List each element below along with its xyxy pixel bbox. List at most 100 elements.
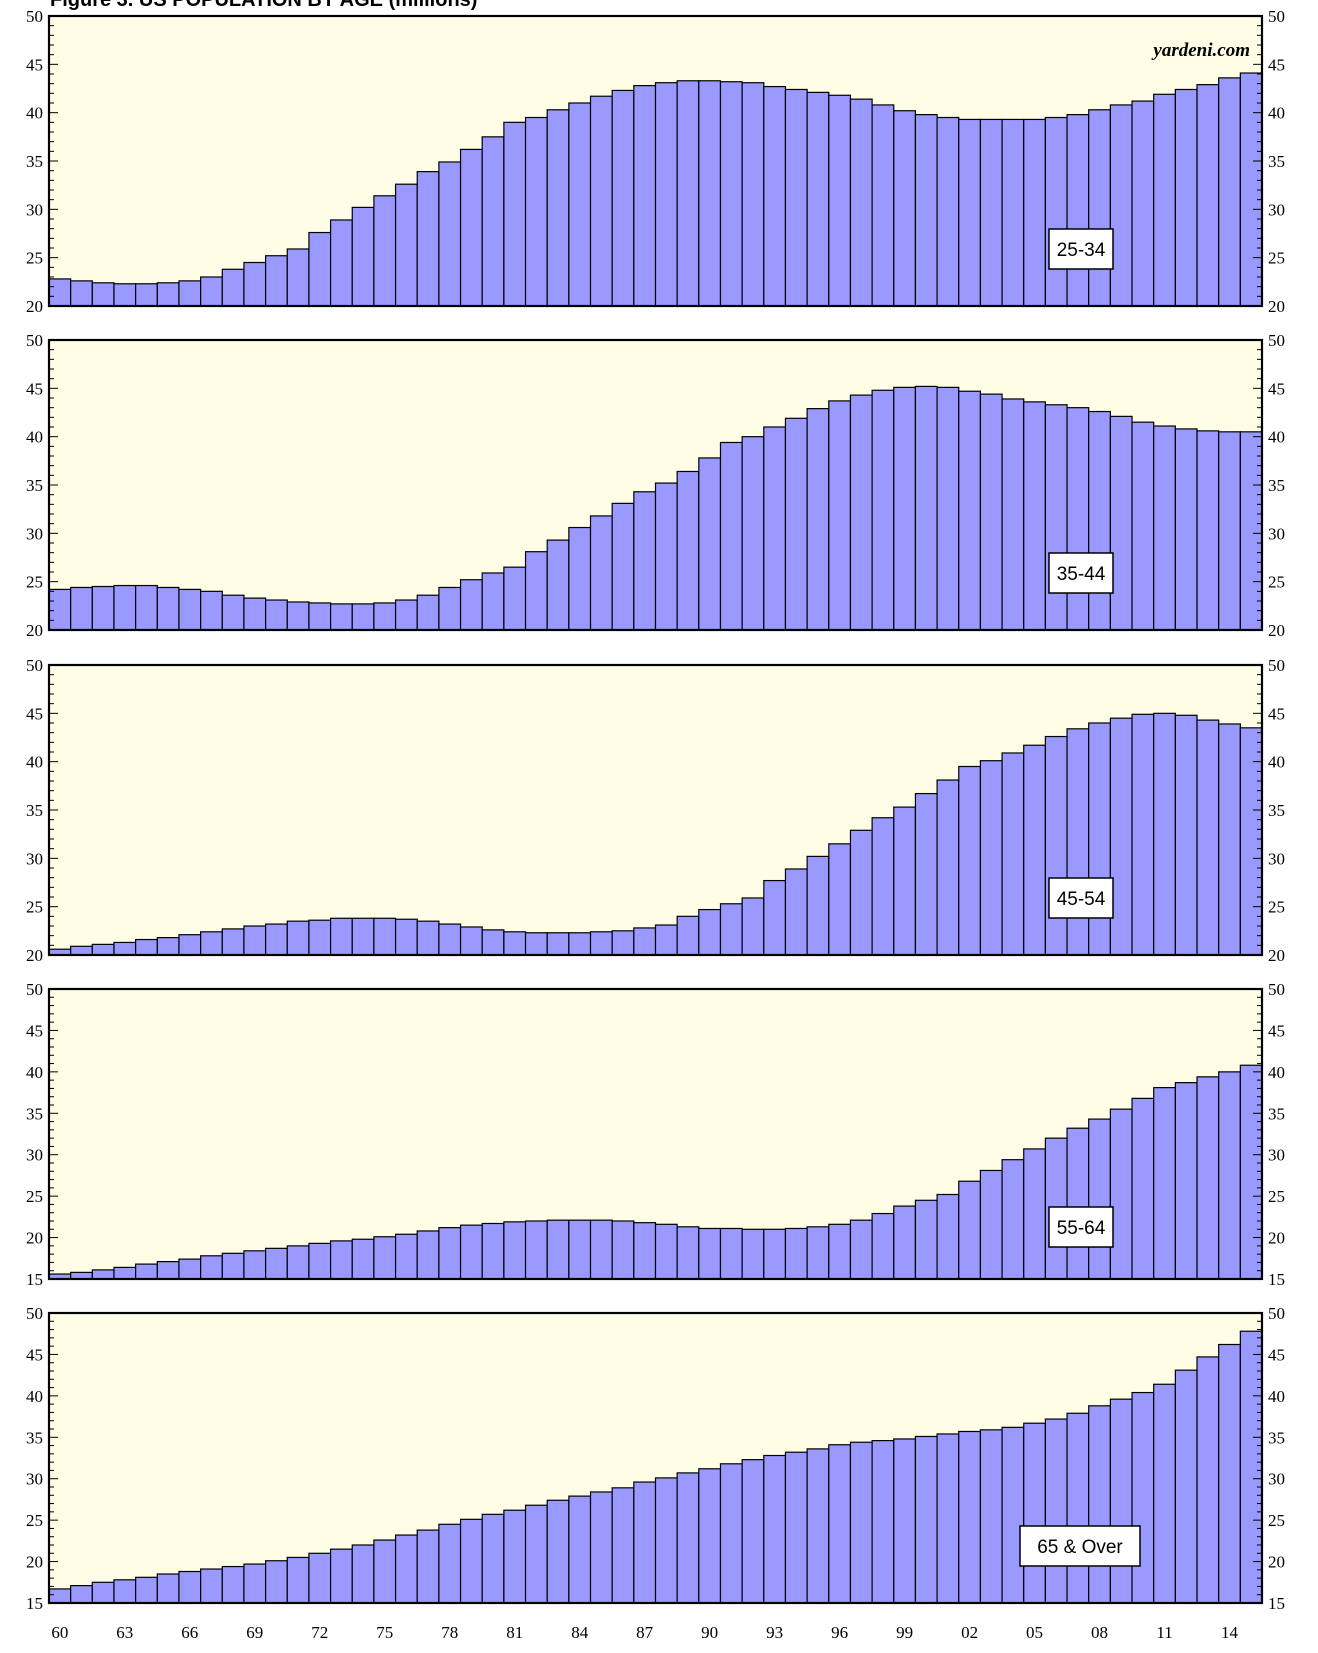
bar <box>1218 431 1241 631</box>
bar <box>849 394 873 631</box>
bar <box>1066 728 1090 956</box>
bar <box>221 268 245 307</box>
bar <box>351 917 375 956</box>
bar <box>91 1581 115 1604</box>
bar <box>763 1454 787 1604</box>
bar <box>763 879 787 956</box>
panel-1: 20 20 25 25 30 30 35 35 40 40 45 45 50 50 25-34 yardeni… <box>26 7 1285 316</box>
bar <box>135 938 158 956</box>
bar <box>243 1250 267 1280</box>
bar <box>741 897 765 956</box>
bar <box>373 1236 397 1280</box>
bar <box>221 1565 245 1604</box>
age-group-label-box <box>1019 1525 1141 1567</box>
y-tick-label-left: 35 <box>26 1428 43 1447</box>
bar <box>914 1199 938 1280</box>
bar <box>1153 712 1176 956</box>
bar <box>1153 93 1176 307</box>
bar <box>394 1233 418 1280</box>
bar <box>286 601 310 631</box>
age-group-label: 35-44 <box>1057 564 1106 585</box>
bar <box>806 1448 830 1604</box>
bar <box>1023 1422 1046 1604</box>
x-tick-label: 87 <box>636 1623 654 1642</box>
bar <box>1131 713 1155 956</box>
y-tick-label-left: 35 <box>26 801 43 820</box>
bar <box>719 903 743 956</box>
bar <box>828 94 852 307</box>
bar <box>1153 1383 1176 1604</box>
bar <box>459 148 483 307</box>
bar <box>979 1429 1003 1604</box>
bar <box>1239 431 1263 631</box>
y-tick-label-right: 45 <box>1268 1021 1285 1040</box>
y-tick-label-left: 30 <box>26 524 43 543</box>
x-tick-label: 14 <box>1221 1623 1239 1642</box>
bar <box>113 283 137 307</box>
bar <box>1001 752 1025 956</box>
bar <box>676 915 700 956</box>
y-tick-label-left: 20 <box>26 946 43 965</box>
bar <box>1196 84 1220 307</box>
y-tick-label-left: 50 <box>26 1304 43 1323</box>
bar <box>1088 109 1111 307</box>
bar <box>719 1227 743 1280</box>
bar <box>1174 428 1198 631</box>
y-tick-label-left: 45 <box>26 704 43 723</box>
bar <box>459 1224 483 1280</box>
y-tick-label-right: 40 <box>1268 428 1285 447</box>
bar <box>416 920 440 956</box>
bar <box>1066 1127 1090 1280</box>
bar <box>936 1433 960 1604</box>
bar <box>1109 415 1133 631</box>
bar <box>1023 1148 1046 1280</box>
y-tick-label-right: 20 <box>1268 946 1285 965</box>
bar <box>524 932 548 956</box>
bar <box>698 80 722 307</box>
y-tick-label-right: 30 <box>1268 1146 1285 1165</box>
y-tick-label-right: 50 <box>1268 331 1285 350</box>
source-watermark: yardeni.com <box>1151 40 1250 61</box>
bar <box>741 82 765 307</box>
bar <box>893 386 917 631</box>
bar <box>568 526 592 631</box>
bar <box>221 1252 245 1280</box>
bar <box>1196 719 1220 956</box>
y-tick-label-right: 35 <box>1268 1104 1285 1123</box>
bar <box>1109 104 1133 307</box>
bar <box>1088 1405 1111 1604</box>
bar <box>763 426 787 631</box>
bar <box>784 88 808 307</box>
bar <box>156 1260 180 1280</box>
bar <box>113 584 137 631</box>
bar <box>979 118 1003 307</box>
bar <box>308 602 332 631</box>
bar <box>91 282 115 307</box>
bar <box>113 1266 137 1280</box>
bar <box>871 1439 895 1604</box>
bar <box>178 1258 202 1280</box>
y-tick-label-left: 40 <box>26 1387 43 1406</box>
bar <box>1066 407 1090 631</box>
y-tick-label-left: 25 <box>26 1511 43 1530</box>
y-tick-label-right: 45 <box>1268 55 1285 74</box>
bar <box>1218 1071 1241 1280</box>
y-tick-label-left: 25 <box>26 898 43 917</box>
bar <box>1109 1108 1133 1280</box>
bar <box>698 908 722 956</box>
x-tick-label: 72 <box>311 1623 328 1642</box>
bar <box>936 386 960 631</box>
bar <box>1174 1369 1198 1604</box>
age-group-label: 25-34 <box>1057 240 1106 261</box>
bar <box>1153 425 1176 631</box>
bar <box>654 924 678 956</box>
bar <box>1044 404 1068 631</box>
bar <box>416 171 440 307</box>
bar <box>893 1438 917 1604</box>
bar <box>849 98 873 307</box>
bar <box>265 599 288 631</box>
bar <box>524 116 548 307</box>
y-tick-label-right: 20 <box>1268 1229 1285 1248</box>
